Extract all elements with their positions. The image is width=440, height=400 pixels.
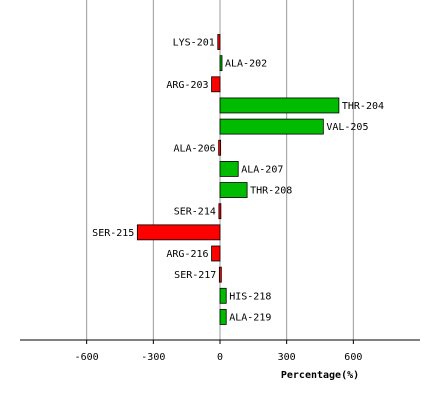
bar	[218, 203, 222, 220]
x-tick-label: -600	[75, 352, 99, 363]
bar-label: THR-208	[250, 186, 292, 197]
bar	[211, 76, 221, 93]
bar-label: VAL-205	[326, 122, 368, 133]
x-tick-label: 0	[217, 352, 223, 363]
bar-label: SER-215	[92, 228, 134, 239]
bar	[217, 34, 221, 50]
x-tick-label: 300	[278, 352, 296, 363]
x-axis: -600 -300 0 300 600	[20, 339, 420, 363]
bar	[219, 55, 223, 72]
x-tick-label: -300	[141, 352, 165, 363]
bar	[218, 139, 222, 156]
bar	[218, 266, 222, 283]
bar	[219, 118, 324, 135]
bar-label: ARG-203	[166, 80, 208, 91]
bar-label: ALA-207	[241, 164, 283, 175]
bar-label: ALA-202	[225, 59, 267, 70]
bar-label: ALA-206	[174, 143, 216, 154]
bar-labels: LYS-201 ALA-202 ARG-203 THR-204 VAL-205 ALA-2…	[92, 38, 384, 324]
bar	[219, 287, 227, 304]
bar-label: SER-217	[174, 270, 216, 281]
bar-label: SER-214	[174, 207, 216, 218]
bar-label: ARG-216	[166, 249, 208, 260]
bar-label: THR-204	[342, 101, 384, 112]
bar	[219, 97, 340, 114]
bar	[219, 182, 248, 198]
x-tick-label: 600	[344, 352, 362, 363]
bar-label: ALA-219	[229, 312, 271, 323]
bar	[219, 309, 227, 325]
bar	[219, 160, 239, 177]
bars	[136, 34, 340, 325]
bar-label: LYS-201	[173, 38, 215, 49]
bar-label: HIS-218	[229, 291, 271, 302]
bar	[136, 224, 221, 241]
x-axis-title: Percentage(%)	[281, 370, 359, 381]
bar	[211, 245, 221, 262]
